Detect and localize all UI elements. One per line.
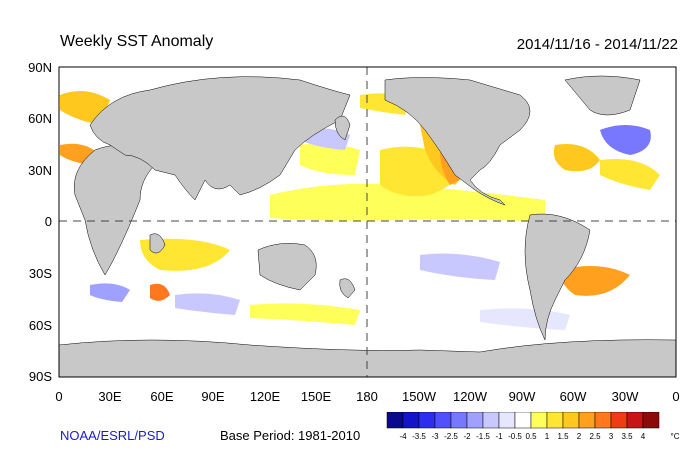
colorbar-tick-label: -0.5 [508, 432, 522, 441]
lon-label-120e: 120E [250, 389, 281, 404]
lon-label-150w: 150W [402, 389, 437, 404]
madagascar [149, 233, 166, 254]
south-america [524, 213, 591, 341]
new-zealand [339, 278, 356, 299]
cool-anomaly-south-atlantic [90, 283, 130, 302]
australia [257, 243, 317, 291]
lat-label-90n: 90N [28, 60, 52, 75]
colorbar-swatch [546, 412, 564, 429]
colorbar-swatch [498, 412, 516, 429]
lon-label-60e: 60E [150, 389, 173, 404]
colorbar-tick-label: 3.5 [621, 432, 633, 441]
warm-anomaly-subtropical-atlantic [600, 159, 660, 190]
colorbar-swatch [450, 412, 468, 429]
colorbar-tick-label: 3 [609, 432, 614, 441]
lat-label-60n: 60N [28, 111, 52, 126]
colorbar-labels: -4 -3.5 -3 -2.5 -2 -1.5 -1 -0.5 0.5 1 1.5 2 2.5 3 3.5 4 [399, 432, 645, 441]
lat-label-60s: 60S [29, 318, 52, 333]
cool-anomaly-north-atlantic [600, 125, 651, 155]
colorbar-tick-label: 1.5 [557, 432, 569, 441]
colorbar-tick-label: -1.5 [476, 432, 490, 441]
colorbar-swatches [386, 412, 660, 429]
colorbar-tick-label: 0.5 [525, 432, 537, 441]
map-frame [58, 66, 677, 378]
lon-label-60w: 60W [560, 389, 587, 404]
colorbar-tick-label: -2 [463, 432, 471, 441]
credit-text: NOAA/ESRL/PSD [60, 428, 165, 443]
cool-anomaly-south-pacific [420, 253, 500, 280]
lon-axis: 0 30E 60E 90E 120E 150E 180 150W 120W 90… [55, 389, 679, 404]
warm-anomaly-equatorial-pacific [270, 183, 545, 222]
colorbar-swatch [610, 412, 628, 429]
colorbar-swatch [386, 412, 404, 429]
lon-label-0-east: 0 [672, 389, 679, 404]
lon-label-30e: 30E [98, 389, 121, 404]
colorbar-tick-label: 1 [545, 432, 550, 441]
date-range: 2014/11/16 - 2014/11/22 [516, 36, 678, 53]
lon-label-30w: 30W [612, 389, 639, 404]
warm-anomaly-south-indian [150, 283, 170, 301]
lat-label-30n: 30N [28, 163, 52, 178]
colorbar-tick-label: 2.5 [589, 432, 601, 441]
warm-anomaly-southern-ocean [250, 303, 360, 325]
antarctica [59, 339, 676, 377]
lat-axis: 90N 60N 30N 0 30S 60S 90S [28, 60, 52, 384]
colorbar-tick-label: -1 [495, 432, 503, 441]
lat-label-0: 0 [45, 214, 52, 229]
colorbar-swatch [642, 412, 660, 429]
colorbar-tick-label: -4 [399, 432, 407, 441]
warm-anomaly-west-pacific [300, 143, 360, 175]
colorbar-swatch [626, 412, 644, 429]
colorbar-swatch [562, 412, 580, 429]
colorbar-tick-label: -3 [431, 432, 439, 441]
colorbar: -4 -3.5 -3 -2.5 -2 -1.5 -1 -0.5 0.5 1 1.5 2 2.5 3 3.5 4… [386, 412, 680, 441]
warm-anomaly-south-atlantic [560, 266, 630, 296]
colorbar-swatch [434, 412, 452, 429]
lon-label-120w: 120W [453, 389, 488, 404]
colorbar-swatch [402, 412, 420, 429]
colorbar-swatch [514, 412, 532, 429]
lon-label-150e: 150E [301, 389, 332, 404]
eurasia [89, 76, 351, 201]
lat-label-90s: 90S [29, 369, 52, 384]
colorbar-swatch [594, 412, 612, 429]
warm-anomaly-gulf-stream [553, 144, 600, 172]
colorbar-swatch [482, 412, 500, 429]
lon-label-0: 0 [55, 389, 62, 404]
colorbar-unit: °C [671, 432, 680, 441]
colorbar-swatch [466, 412, 484, 429]
north-america [384, 77, 531, 206]
japan [334, 115, 351, 141]
colorbar-swatch [530, 412, 548, 429]
colorbar-swatch [418, 412, 436, 429]
colorbar-tick-label: 2 [577, 432, 582, 441]
land-layer [59, 75, 676, 377]
colorbar-tick-label: -2.5 [444, 432, 458, 441]
base-period-text: Base Period: 1981-2010 [220, 428, 361, 443]
lon-label-90e: 90E [201, 389, 224, 404]
lon-label-180: 180 [356, 389, 378, 404]
lon-label-90w: 90W [509, 389, 536, 404]
colorbar-swatch [578, 412, 596, 429]
greenland [564, 75, 641, 116]
colorbar-tick-label: 4 [641, 432, 646, 441]
cool-anomaly-south-indian [175, 293, 240, 315]
lat-label-30s: 30S [29, 266, 52, 281]
colorbar-tick-label: -3.5 [412, 432, 426, 441]
map-title: Weekly SST Anomaly [60, 33, 214, 50]
